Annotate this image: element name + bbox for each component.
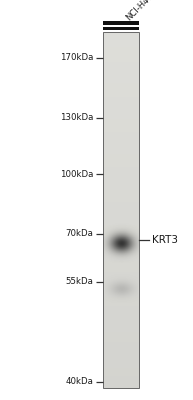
- Text: KRT3: KRT3: [152, 234, 179, 244]
- Bar: [103, 32, 139, 388]
- Text: 40kDa: 40kDa: [66, 378, 94, 386]
- Text: 55kDa: 55kDa: [66, 278, 94, 286]
- Bar: [103, 21, 139, 25]
- Bar: [103, 26, 139, 30]
- Text: 170kDa: 170kDa: [60, 54, 94, 62]
- Text: NCI-H460: NCI-H460: [124, 0, 159, 22]
- Text: 100kDa: 100kDa: [60, 170, 94, 178]
- Text: 70kDa: 70kDa: [66, 230, 94, 238]
- Text: 130kDa: 130kDa: [60, 114, 94, 122]
